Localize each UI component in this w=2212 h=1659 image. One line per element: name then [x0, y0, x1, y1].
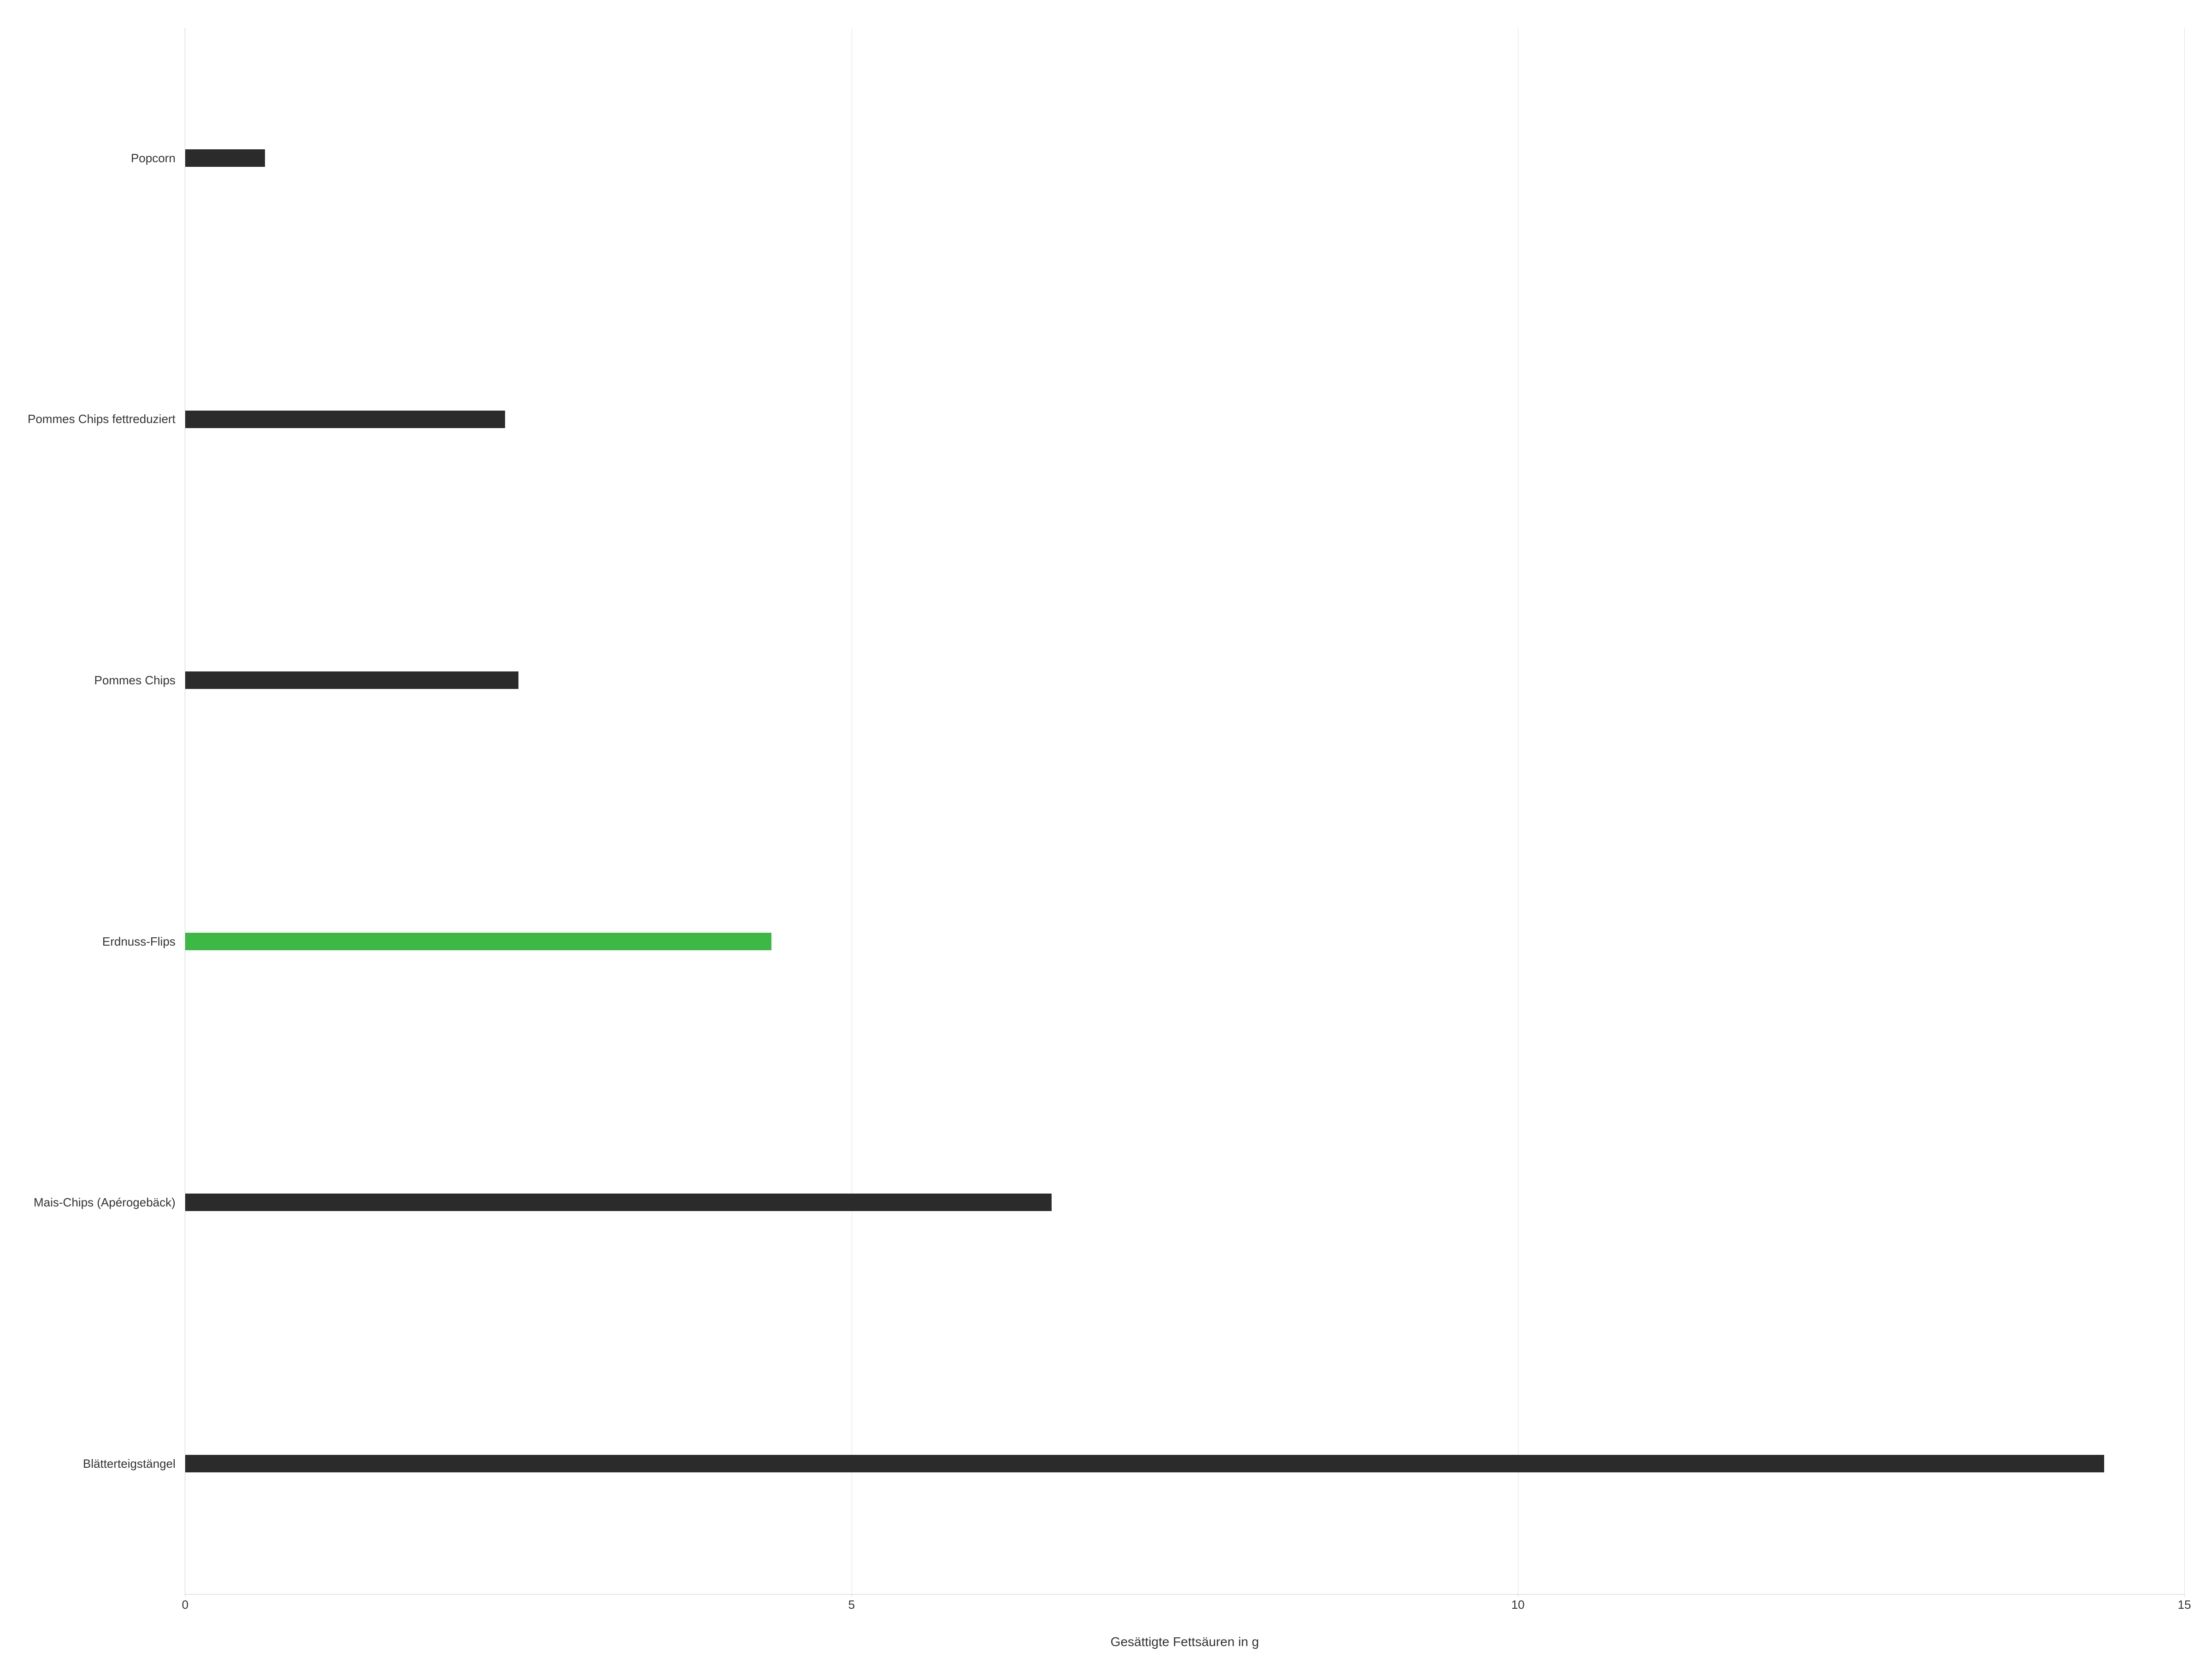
y-axis-label: Erdnuss-Flips	[102, 935, 176, 949]
bar-erdnuss-flips	[185, 933, 772, 950]
y-axis-label: Pommes Chips fettreduziert	[28, 412, 176, 426]
bar-pommes-chips	[185, 671, 518, 689]
bar-row	[185, 933, 2184, 950]
bar-row	[185, 1455, 2184, 1472]
bar-row	[185, 149, 2184, 167]
x-tick-label: 0	[182, 1598, 188, 1612]
bar-row	[185, 411, 2184, 428]
y-axis-label: Blätterteigstängel	[83, 1457, 176, 1471]
x-axis: 051015 Gesättigte Fettsäuren in g	[185, 1594, 2184, 1659]
x-tick-label: 10	[1511, 1598, 1524, 1612]
bar-mais-chips	[185, 1194, 1052, 1211]
bar-row	[185, 1194, 2184, 1211]
y-axis-label: Popcorn	[131, 151, 176, 165]
chart-container: Popcorn Pommes Chips fettreduziert Pomme…	[0, 0, 2212, 1659]
plot-area: Popcorn Pommes Chips fettreduziert Pomme…	[28, 28, 2184, 1594]
gridline	[2184, 28, 2185, 1594]
bar-popcorn	[185, 149, 265, 167]
bar-row	[185, 671, 2184, 689]
x-tick-label: 15	[2178, 1598, 2191, 1612]
bar-pommes-chips-fettreduziert	[185, 411, 505, 428]
y-axis-label: Mais-Chips (Apérogebäck)	[34, 1195, 176, 1210]
x-tick-mark	[851, 1594, 852, 1597]
bar-blaetterteigstaengel	[185, 1455, 2105, 1472]
bars	[185, 28, 2184, 1594]
y-axis-label: Pommes Chips	[94, 673, 176, 688]
y-axis: Popcorn Pommes Chips fettreduziert Pomme…	[28, 28, 185, 1594]
bars-region: 051015 Gesättigte Fettsäuren in g	[185, 28, 2184, 1594]
x-tick-mark	[2184, 1594, 2185, 1597]
x-ticks: 051015	[185, 1594, 2184, 1612]
x-axis-title: Gesättigte Fettsäuren in g	[185, 1635, 2184, 1649]
x-tick-label: 5	[848, 1598, 855, 1612]
